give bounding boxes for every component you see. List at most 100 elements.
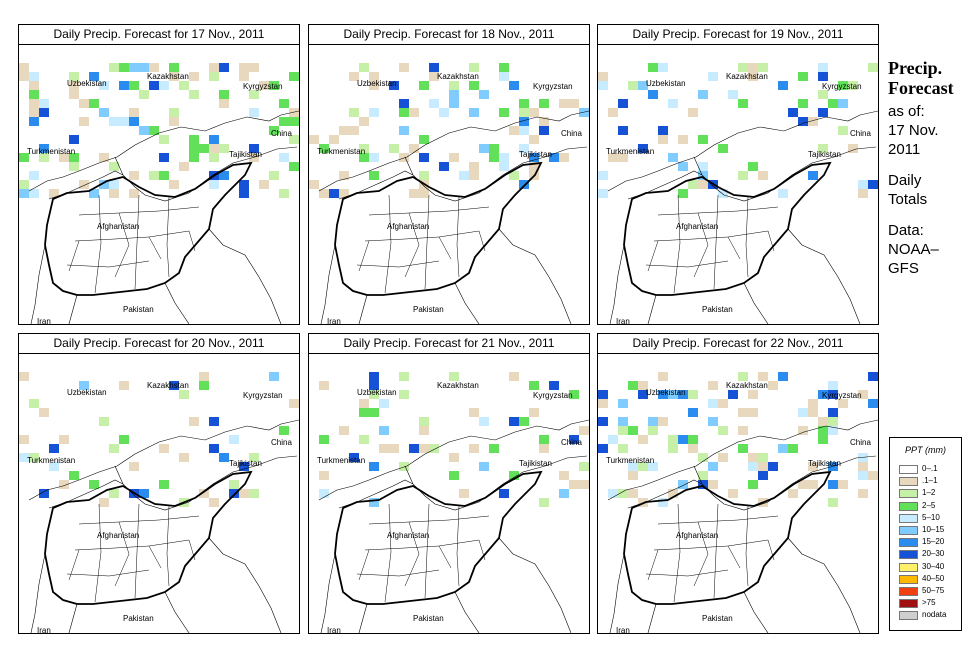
map-label-pakistan: Pakistan	[702, 614, 733, 623]
precip-legend: PPT (mm) 0–.1 .1–1 1–2 2–5 5–10 10–15 15–20 20–…	[889, 437, 962, 631]
panel-title: Daily Precip. Forecast for 19 Nov., 2011	[598, 25, 878, 45]
map-label-afghanistan: Afghanistan	[97, 531, 140, 540]
map-label-afghanistan: Afghanistan	[387, 531, 430, 540]
map-graphic	[309, 63, 589, 324]
map-label-afghanistan: Afghanistan	[387, 222, 430, 231]
map-label-kazakhstan: Kazakhstan	[437, 72, 479, 81]
map-label-kyrgyzstan: Kyrgyzstan	[533, 82, 573, 91]
forecast-panel-1: Daily Precip. Forecast for 17 Nov., 2011…	[18, 24, 300, 325]
legend-label: 10–15	[922, 525, 945, 534]
map-label-iran: Iran	[327, 626, 341, 633]
legend-label: 15–20	[922, 537, 945, 547]
precip-cells	[309, 63, 589, 198]
forecast-panel-2: Daily Precip. Forecast for 18 Nov., 2011…	[308, 24, 590, 325]
legend-label: nodata	[922, 610, 947, 620]
map-label-afghanistan: Afghanistan	[97, 222, 140, 231]
sidebar-date-line1: 17 Nov.	[888, 122, 939, 139]
map-label-china: China	[561, 129, 582, 138]
precip-map: Uzbekistan Kazakhstan Kyrgyzstan Turkmenist…	[598, 354, 878, 633]
sidebar-totals-line1: Daily	[888, 172, 922, 189]
sidebar-info: Precip. Forecast as of: 17 Nov. 2011 Dai…	[888, 58, 973, 278]
precip-cells	[19, 63, 299, 198]
map-label-pakistan: Pakistan	[123, 614, 154, 623]
precip-cells	[598, 372, 878, 507]
map-label-turkmenistan: Turkmenistan	[27, 456, 76, 465]
legend-swatch	[899, 574, 918, 584]
precip-map: Uzbekistan Kazakhstan Kyrgyzstan Turkmenist…	[19, 354, 299, 633]
legend-label: 0–.1	[922, 464, 938, 473]
sidebar-data-line1: Data:	[888, 222, 924, 239]
legend-swatch	[899, 513, 918, 523]
legend-label: .1–1	[922, 476, 938, 486]
map-label-tajikistan: Tajikistan	[808, 459, 841, 468]
map-label-kazakhstan: Kazakhstan	[726, 381, 768, 390]
legend-label: 30–40	[922, 561, 945, 571]
map-label-iran: Iran	[37, 626, 51, 633]
map-graphic	[19, 63, 299, 324]
legend-swatch	[899, 538, 918, 548]
legend-swatch	[899, 550, 918, 560]
map-label-iran: Iran	[37, 317, 51, 324]
map-label-kyrgyzstan: Kyrgyzstan	[822, 82, 862, 91]
map-label-kyrgyzstan: Kyrgyzstan	[533, 391, 573, 400]
map-label-pakistan: Pakistan	[702, 305, 733, 314]
map-label-tajikistan: Tajikistan	[229, 150, 262, 159]
map-label-turkmenistan: Turkmenistan	[606, 456, 655, 465]
legend-swatch	[899, 611, 918, 621]
map-label-china: China	[561, 438, 582, 447]
map-graphic	[598, 63, 878, 324]
map-label-turkmenistan: Turkmenistan	[606, 147, 655, 156]
precip-cells	[598, 63, 878, 198]
legend-label: >75	[922, 598, 936, 608]
sidebar-totals-line2: Totals	[888, 191, 928, 208]
map-label-uzbekistan: Uzbekistan	[646, 79, 686, 88]
map-label-turkmenistan: Turkmenistan	[317, 456, 366, 465]
forecast-panel-3: Daily Precip. Forecast for 19 Nov., 2011…	[597, 24, 879, 325]
panel-title: Daily Precip. Forecast for 21 Nov., 2011	[309, 334, 589, 354]
legend-swatch	[899, 465, 918, 474]
map-label-kyrgyzstan: Kyrgyzstan	[243, 82, 283, 91]
panel-title: Daily Precip. Forecast for 20 Nov., 2011	[19, 334, 299, 354]
forecast-panel-6: Daily Precip. Forecast for 22 Nov., 2011…	[597, 333, 879, 634]
map-label-china: China	[850, 438, 871, 447]
map-label-tajikistan: Tajikistan	[519, 150, 552, 159]
map-label-turkmenistan: Turkmenistan	[27, 147, 76, 156]
legend-title: PPT (mm)	[905, 445, 946, 455]
legend-swatch	[899, 587, 918, 596]
map-graphic	[318, 372, 589, 633]
sidebar-data-line3: GFS	[888, 260, 919, 277]
map-label-kazakhstan: Kazakhstan	[147, 381, 189, 390]
map-label-pakistan: Pakistan	[413, 614, 444, 623]
map-label-pakistan: Pakistan	[123, 305, 154, 314]
map-label-turkmenistan: Turkmenistan	[317, 147, 366, 156]
precip-map: Uzbekistan Kazakhstan Kyrgyzstan Turkmenist…	[19, 45, 299, 324]
legend-swatch	[899, 599, 918, 609]
legend-label: 50–75	[922, 586, 945, 595]
legend-swatch	[899, 562, 918, 572]
precip-cells	[319, 372, 589, 507]
forecast-panel-5: Daily Precip. Forecast for 21 Nov., 2011…	[308, 333, 590, 634]
map-label-tajikistan: Tajikistan	[229, 459, 262, 468]
panel-title: Daily Precip. Forecast for 18 Nov., 2011	[309, 25, 589, 45]
precip-map: Uzbekistan Kazakhstan Kyrgyzstan Turkmenist…	[309, 45, 589, 324]
map-label-tajikistan: Tajikistan	[519, 459, 552, 468]
panel-title: Daily Precip. Forecast for 22 Nov., 2011	[598, 334, 878, 354]
map-label-pakistan: Pakistan	[413, 305, 444, 314]
legend-label: 2–5	[922, 500, 936, 510]
map-label-uzbekistan: Uzbekistan	[646, 388, 686, 397]
map-graphic	[19, 372, 299, 633]
sidebar-asof: as of:	[888, 103, 925, 120]
map-label-uzbekistan: Uzbekistan	[357, 388, 397, 397]
map-label-afghanistan: Afghanistan	[676, 531, 719, 540]
map-label-afghanistan: Afghanistan	[676, 222, 719, 231]
precip-map: Uzbekistan Kazakhstan Kyrgyzstan Turkmenist…	[309, 354, 589, 633]
legend-swatch	[899, 489, 918, 499]
sidebar-date-line2: 2011	[888, 141, 921, 158]
map-label-iran: Iran	[616, 626, 630, 633]
legend-label: 40–50	[922, 573, 945, 583]
map-label-kazakhstan: Kazakhstan	[437, 381, 479, 390]
sidebar-title-line2: Forecast	[888, 78, 954, 98]
map-label-kyrgyzstan: Kyrgyzstan	[822, 391, 862, 400]
map-label-iran: Iran	[616, 317, 630, 324]
legend-label: 20–30	[922, 549, 945, 559]
